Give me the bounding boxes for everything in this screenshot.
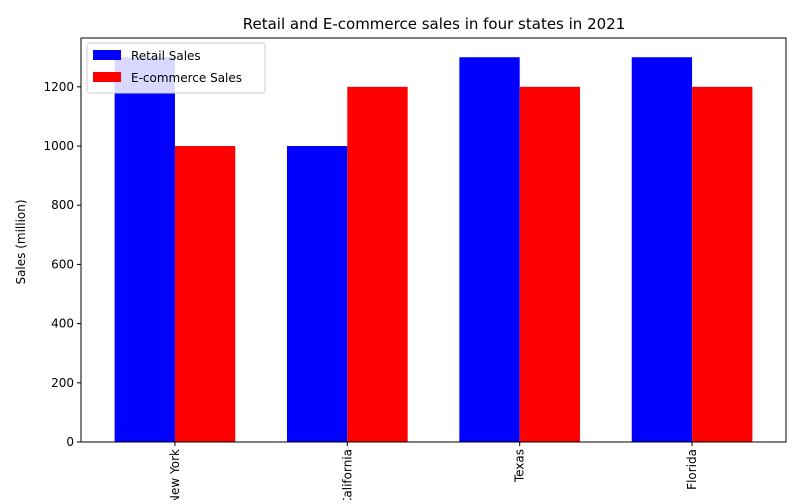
legend-label-e-commerce-sales: E-commerce Sales xyxy=(131,71,242,85)
x-tick-label-florida: Florida xyxy=(685,449,699,490)
legend-swatch-retail-sales xyxy=(93,50,121,60)
bar-retail-sales-texas xyxy=(459,57,520,442)
bar-e-commerce-sales-new-york xyxy=(174,146,236,442)
y-axis-label: Sales (million) xyxy=(14,199,28,284)
bar-retail-sales-california xyxy=(286,146,348,442)
x-tick-label-california: California xyxy=(340,449,354,500)
bar-e-commerce-sales-florida xyxy=(692,86,753,442)
y-tick-label: 0 xyxy=(66,435,74,449)
bar-retail-sales-new-york xyxy=(114,57,175,442)
y-tick-label: 1000 xyxy=(43,139,74,153)
x-tick-layer: New York California Texas Florida xyxy=(168,442,699,504)
y-tick-layer: 0 200 400 600 800 1000 1200 xyxy=(43,80,81,449)
legend-box xyxy=(86,42,266,94)
y-tick-label: 1200 xyxy=(43,80,74,94)
plot-frame xyxy=(80,37,787,443)
x-tick-label-texas: Texas xyxy=(513,449,527,483)
bars-layer xyxy=(114,57,753,442)
y-tick-label: 200 xyxy=(51,376,74,390)
chart-title: Retail and E-commerce sales in four stat… xyxy=(243,15,626,33)
legend-swatch-e-commerce-sales xyxy=(93,72,121,82)
x-tick-label-new-york: New York xyxy=(168,449,182,500)
y-tick-label: 800 xyxy=(51,198,74,212)
bar-e-commerce-sales-texas xyxy=(519,86,581,442)
legend-label-retail-sales: Retail Sales xyxy=(131,49,201,63)
y-tick-label: 600 xyxy=(51,257,74,271)
legend: Retail Sales E-commerce Sales xyxy=(86,42,266,94)
y-tick-label: 400 xyxy=(51,317,74,331)
bar-e-commerce-sales-california xyxy=(347,86,408,442)
bar-retail-sales-florida xyxy=(631,57,693,442)
